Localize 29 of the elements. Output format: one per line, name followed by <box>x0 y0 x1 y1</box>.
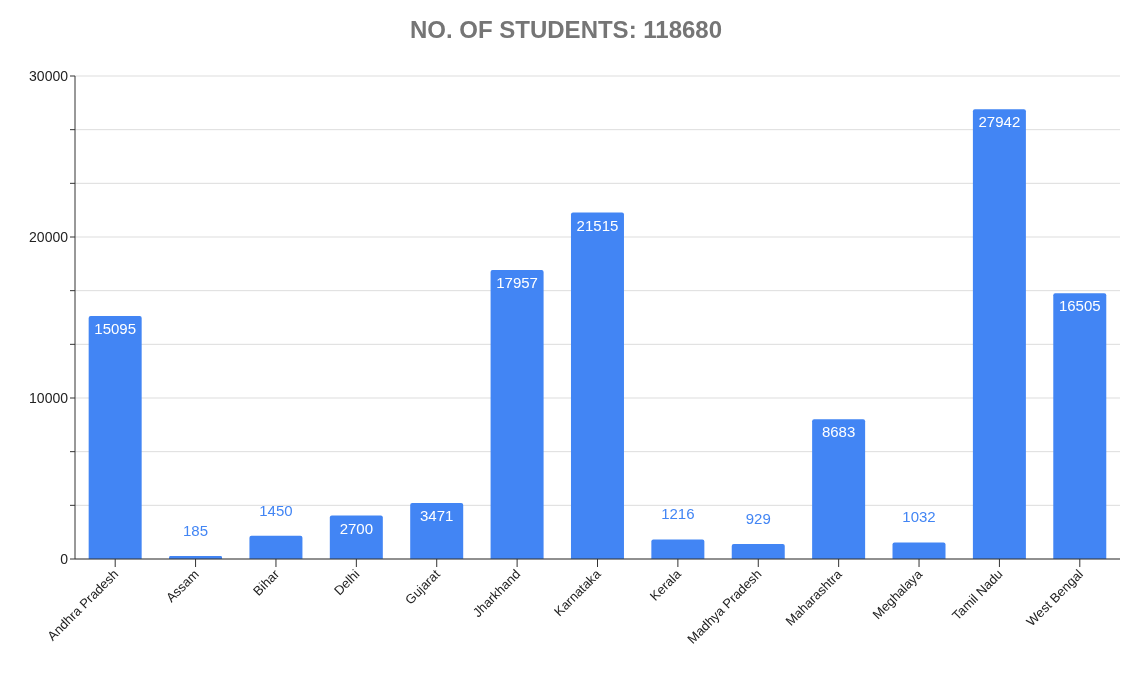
chart-title: NO. OF STUDENTS: 118680 <box>408 15 724 45</box>
data-label: 1450 <box>259 501 293 519</box>
bar <box>812 419 866 559</box>
bar <box>490 269 544 559</box>
bar <box>249 535 303 559</box>
data-label: 2700 <box>339 519 374 537</box>
bar <box>892 542 946 559</box>
bar <box>570 212 624 559</box>
data-label: 15095 <box>94 319 137 337</box>
bar <box>410 503 464 559</box>
data-label: 929 <box>745 510 771 528</box>
y-tick-label: 0 <box>60 550 69 567</box>
bar <box>972 109 1026 559</box>
data-label: 1032 <box>902 508 936 526</box>
data-label: 27942 <box>978 113 1021 131</box>
bar <box>88 315 142 559</box>
bar <box>1053 293 1107 559</box>
data-label: 16505 <box>1058 297 1101 315</box>
y-tick-label: 30000 <box>29 67 69 84</box>
data-label: 8683 <box>821 423 856 441</box>
y-tick-label: 20000 <box>29 228 69 245</box>
bar <box>731 544 785 559</box>
y-tick-label: 10000 <box>29 389 69 406</box>
data-label: 3471 <box>420 507 454 525</box>
bar <box>651 539 705 559</box>
data-label: 185 <box>183 522 209 540</box>
data-label: 17957 <box>496 273 538 291</box>
data-label: 21515 <box>576 216 619 234</box>
data-label: 1216 <box>661 505 695 523</box>
